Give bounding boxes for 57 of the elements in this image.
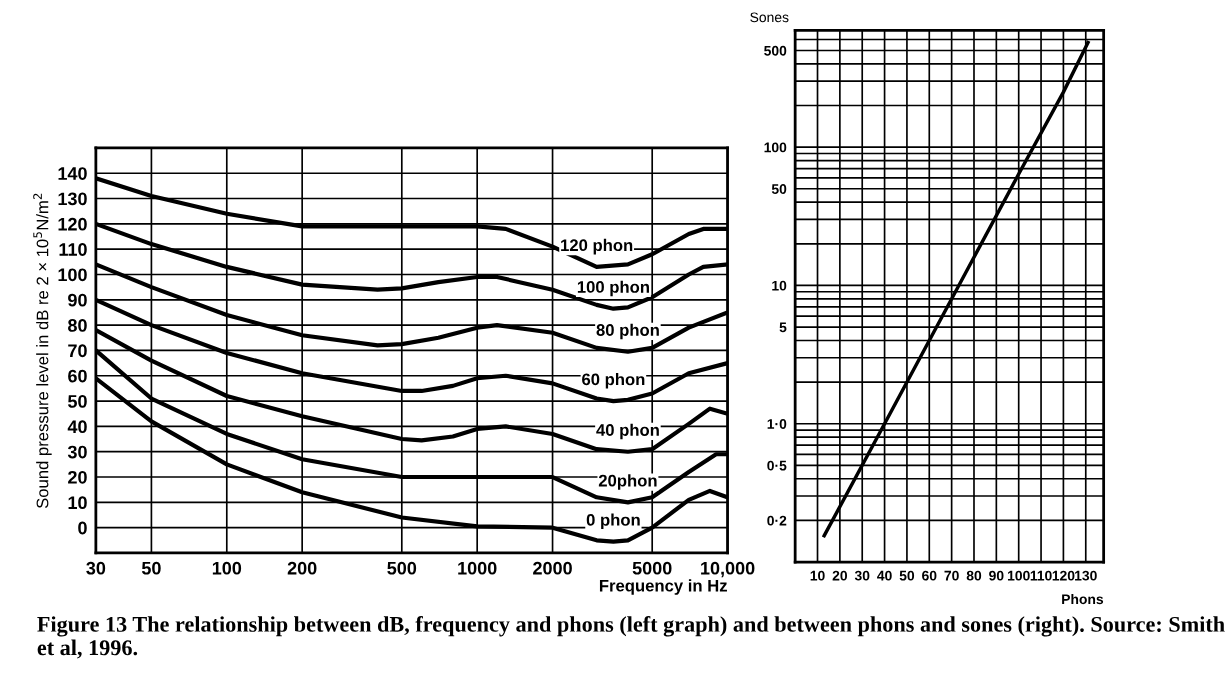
y-tick-label: 20 [68, 470, 87, 484]
x-tick-label: 80 [966, 570, 982, 581]
x-tick-label: 2000 [533, 561, 572, 575]
y-tick-label: 40 [67, 420, 87, 434]
y-axis-title: Sones [750, 12, 789, 23]
y-tick-label: 30 [67, 445, 87, 459]
x-tick-label: 60 [922, 570, 937, 581]
x-tick-label: 110 [1030, 570, 1052, 581]
y-tick-label: 70 [68, 344, 87, 358]
x-tick-label: 50 [141, 561, 161, 575]
y-tick-label: 100 [58, 268, 87, 282]
y-tick-label: 500 [764, 45, 787, 56]
y-tick-label: 50 [68, 395, 87, 408]
x-tick-label: 500 [387, 561, 417, 575]
x-tick-label: 5000 [632, 561, 672, 575]
series-label: 20phon [598, 474, 657, 490]
caption: Figure 13 The relationship between dB, frequency and phons (left graph) and between phons and sones (right). Source: Smith et al, 1996. [37, 615, 1225, 659]
y-tick-label: 5 [779, 322, 787, 333]
y-tick-label: 90 [68, 293, 87, 307]
x-axis-title: Phons [1062, 593, 1104, 605]
y-tick-label: 80 [68, 319, 87, 332]
y-tick-label: 120 [58, 217, 87, 231]
series-label: 40 phon [596, 423, 659, 440]
y-tick-label: 10 [68, 496, 87, 510]
series-label: 120 phon [561, 238, 633, 255]
x-tick-label: 50 [899, 570, 915, 581]
x-tick-label: 1000 [458, 561, 497, 575]
y-tick-label: 100 [764, 142, 787, 153]
x-tick-label: 120 [1052, 570, 1075, 581]
x-tick-label: 20 [832, 570, 848, 581]
y-tick-label: 0 [78, 521, 87, 535]
series-label: 0 phon [586, 513, 640, 530]
y-tick-label: 50 [771, 184, 787, 194]
x-tick-label: 10 [810, 570, 825, 581]
y-tick-label: 110 [59, 243, 87, 256]
y-tick-label: 0·5 [767, 460, 787, 471]
x-tick-label: 30 [854, 570, 870, 581]
x-axis-title: Frequency in Hz [599, 579, 727, 595]
x-tick-label: 100 [212, 561, 242, 575]
y-tick-label: 0·2 [767, 515, 787, 526]
series-label: 60 phon [582, 373, 645, 389]
series-label: 100 phon [577, 280, 649, 297]
x-tick-label: 10,000 [701, 561, 755, 578]
y-tick-label: 130 [58, 192, 87, 206]
y-axis-title: Sound pressure level in dB re 2 × 10$^{5}$N/m$^{2}$ [33, 193, 52, 509]
y-tick-label: 140 [58, 167, 87, 180]
x-tick-label: 90 [989, 570, 1004, 581]
x-tick-label: 30 [86, 561, 106, 575]
y-tick-label: 1·0 [767, 419, 787, 429]
series-label: 80 phon [596, 323, 659, 340]
x-tick-label: 100 [1007, 570, 1030, 581]
x-tick-label: 40 [877, 570, 892, 581]
x-tick-label: 200 [287, 561, 317, 575]
y-tick-label: 10 [772, 280, 787, 291]
x-tick-label: 70 [944, 570, 959, 581]
x-tick-label: 130 [1075, 570, 1097, 581]
y-tick-label: 60 [68, 369, 87, 383]
